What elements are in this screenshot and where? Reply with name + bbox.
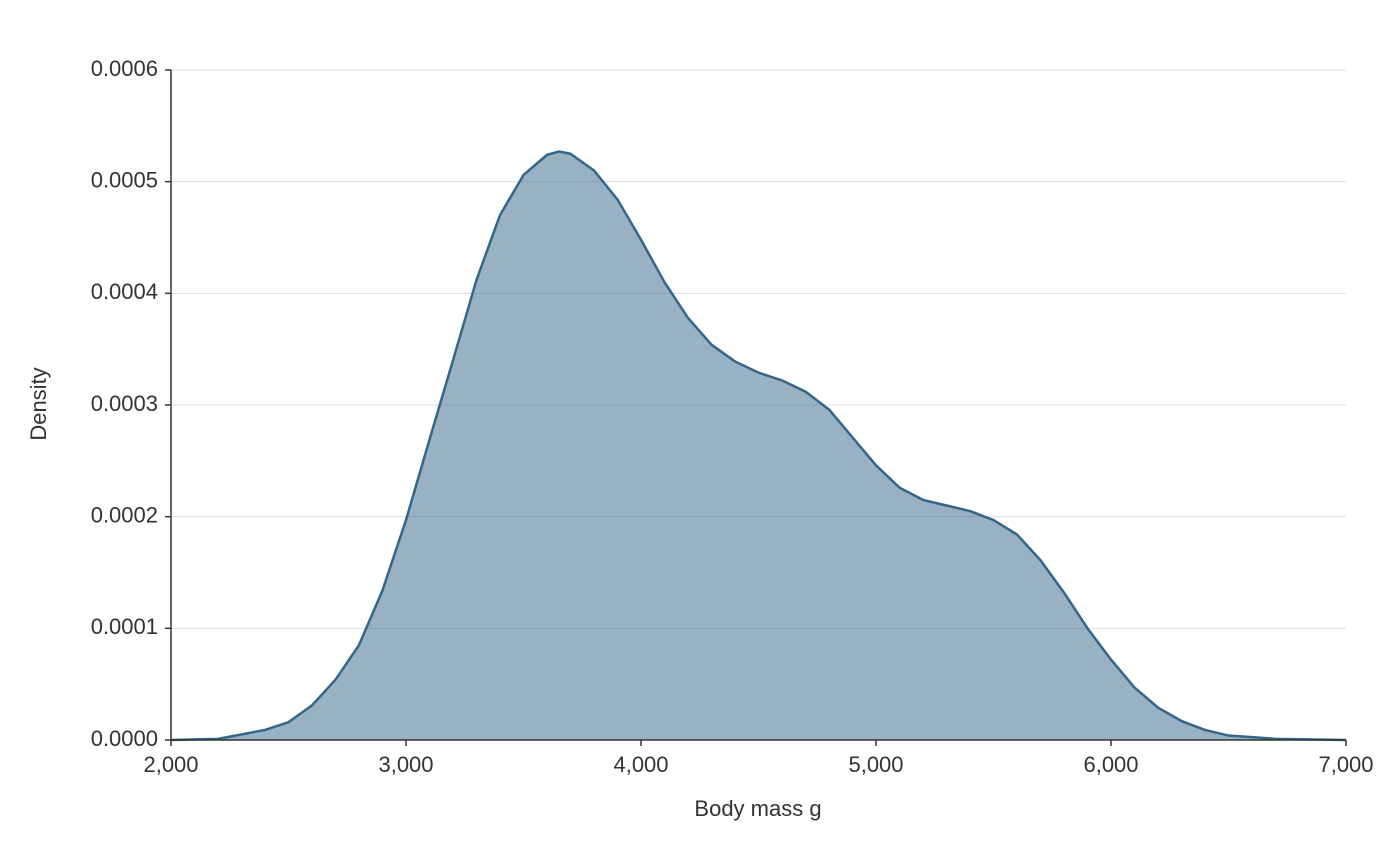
- y-tick-label: 0.0004: [91, 279, 158, 304]
- y-axis-label: Density: [26, 367, 51, 440]
- y-tick-label: 0.0005: [91, 167, 158, 192]
- x-axis-label: Body mass g: [694, 796, 821, 821]
- y-tick-label: 0.0001: [91, 614, 158, 639]
- x-tick-label: 2,000: [143, 752, 198, 777]
- x-tick-label: 3,000: [378, 752, 433, 777]
- area-fill: [171, 151, 1346, 740]
- density-line: [170, 150, 1347, 742]
- x-tick-label: 4,000: [613, 752, 668, 777]
- y-tick-label: 0.0006: [91, 56, 158, 81]
- y-tick-label: 0.0002: [91, 502, 158, 527]
- x-tick-label: 5,000: [848, 752, 903, 777]
- y-tick-label: 0.0003: [91, 391, 158, 416]
- y-tick-label: 0.0000: [91, 726, 158, 751]
- x-tick-label: 6,000: [1083, 752, 1138, 777]
- x-tick-label: 7,000: [1318, 752, 1373, 777]
